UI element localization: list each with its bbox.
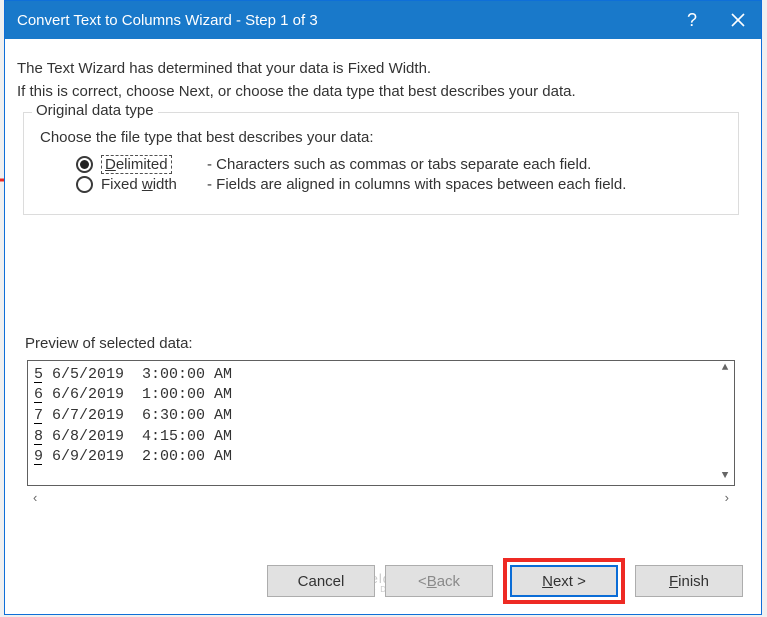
fixed-width-label: Fixed width xyxy=(101,176,199,193)
option-delimited[interactable]: Delimited - Characters such as commas or… xyxy=(76,156,724,173)
close-button[interactable] xyxy=(715,1,761,39)
preview-horizontal-scrollbar[interactable]: ‹ › xyxy=(27,488,735,508)
preview-row: 6 6/6/2019 1:00:00 AM xyxy=(34,385,734,406)
scroll-down-icon: ▼ xyxy=(722,469,729,484)
back-button[interactable]: < Back xyxy=(385,565,493,597)
wizard-dialog: Convert Text to Columns Wizard - Step 1 … xyxy=(4,0,762,615)
next-button[interactable]: Next > xyxy=(510,565,618,597)
original-data-type-group: Original data type Choose the file type … xyxy=(23,112,739,215)
radio-fixed-width[interactable] xyxy=(76,176,93,193)
option-fixed-width[interactable]: Fixed width - Fields are aligned in colu… xyxy=(76,176,724,193)
preview-row: 9 6/9/2019 2:00:00 AM xyxy=(34,447,734,468)
close-icon xyxy=(731,13,745,27)
delimited-label: Delimited xyxy=(101,156,199,173)
help-button[interactable]: ? xyxy=(669,1,715,39)
window-title: Convert Text to Columns Wizard - Step 1 … xyxy=(17,12,318,29)
intro-line2: If this is correct, choose Next, or choo… xyxy=(17,80,739,103)
titlebar: Convert Text to Columns Wizard - Step 1 … xyxy=(5,1,761,39)
intro-text: The Text Wizard has determined that your… xyxy=(17,57,739,104)
finish-button[interactable]: Finish xyxy=(635,565,743,597)
preview-row: 7 6/7/2019 6:30:00 AM xyxy=(34,406,734,427)
preview-row: 8 6/8/2019 4:15:00 AM xyxy=(34,427,734,448)
preview-box: 5 6/5/2019 3:00:00 AM 6 6/6/2019 1:00:00… xyxy=(27,360,735,486)
fixed-width-desc: - Fields are aligned in columns with spa… xyxy=(207,176,626,193)
delimited-desc: - Characters such as commas or tabs sepa… xyxy=(207,156,591,173)
scroll-up-icon: ▲ xyxy=(722,361,729,376)
preview-vertical-scrollbar[interactable]: ▲ ▼ xyxy=(716,361,734,485)
scroll-right-icon: › xyxy=(725,490,729,505)
preview-row: 5 6/5/2019 3:00:00 AM xyxy=(34,365,734,386)
intro-line1: The Text Wizard has determined that your… xyxy=(17,57,739,80)
cancel-button[interactable]: Cancel xyxy=(267,565,375,597)
radio-delimited[interactable] xyxy=(76,156,93,173)
scroll-left-icon: ‹ xyxy=(33,490,37,505)
choose-prompt: Choose the file type that best describes… xyxy=(40,129,724,146)
preview-label: Preview of selected data: xyxy=(25,335,739,352)
group-legend: Original data type xyxy=(32,102,158,119)
button-row: Cancel < Back Next > Finish xyxy=(267,558,743,604)
next-button-highlight: Next > xyxy=(503,558,625,604)
dialog-body: The Text Wizard has determined that your… xyxy=(5,39,761,508)
